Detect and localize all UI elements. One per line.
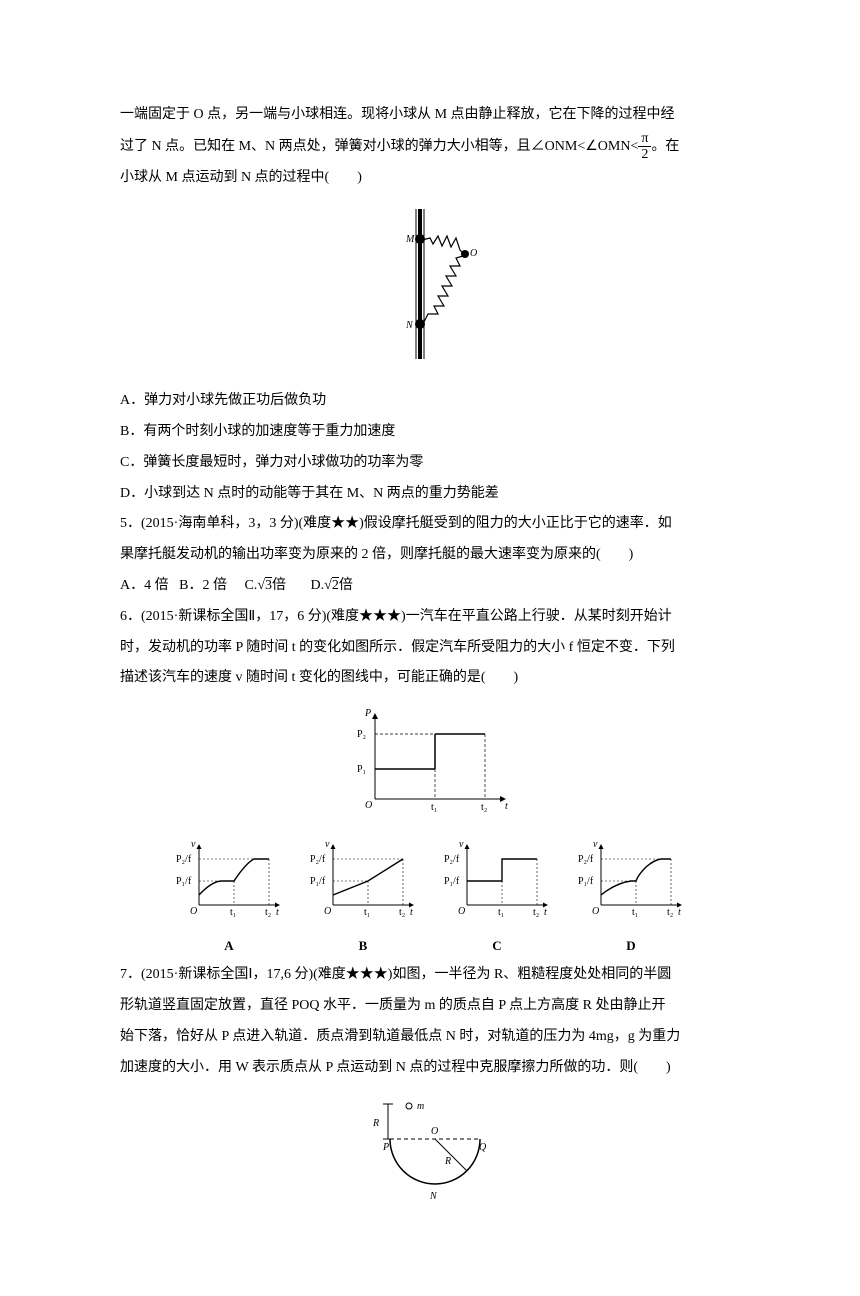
svg-text:P₁/f: P₁/f: [578, 876, 594, 887]
svg-text:P₁/f: P₁/f: [310, 876, 326, 887]
svg-text:O: O: [592, 906, 599, 917]
svg-text:O: O: [470, 248, 477, 259]
svg-text:P₂/f: P₂/f: [444, 854, 460, 865]
svg-text:R: R: [444, 1156, 451, 1167]
q7-stem-line3: 始下落，恰好从 P 点进入轨道．质点滑到轨道最低点 N 时，对轨道的压力为 4m…: [120, 1022, 740, 1053]
q4-option-a[interactable]: A．弹力对小球先做正功后做负功: [120, 386, 740, 417]
q5-stem-line1: 5．(2015·海南单科，3，3 分)(难度★★)假设摩托艇受到的阻力的大小正比…: [120, 509, 740, 540]
svg-text:v: v: [325, 839, 330, 850]
q6-stem-line1: 6．(2015·新课标全国Ⅱ，17，6 分)(难度★★★)一汽车在平直公路上行驶…: [120, 602, 740, 633]
q4-option-b[interactable]: B．有两个时刻小球的加速度等于重力加速度: [120, 417, 740, 448]
svg-text:t₂: t₂: [667, 907, 673, 917]
q6-stem-line2: 时，发动机的功率 P 随时间 t 的变化如图所示．假定汽车所受阻力的大小 f 恒…: [120, 633, 740, 664]
svg-text:t₂: t₂: [481, 802, 487, 813]
svg-text:O: O: [431, 1126, 438, 1137]
svg-text:t: t: [276, 907, 279, 917]
q5-option-c[interactable]: C.√3倍: [244, 577, 286, 593]
q5-option-d[interactable]: D.√2倍: [311, 577, 353, 593]
q6-chart-c[interactable]: v t O P₁/f P₂/f t₁ t₂ C: [442, 837, 552, 960]
svg-text:t₁: t₁: [632, 907, 638, 917]
svg-text:t: t: [678, 907, 681, 917]
q6-option-charts: v t O P₁/f P₂/f t₁ t₂ A v t O: [120, 837, 740, 960]
q6-stem-line3: 描述该汽车的速度 v 随时间 t 变化的图线中，可能正确的是( ): [120, 663, 740, 694]
svg-text:t₂: t₂: [265, 907, 271, 917]
q7-diagram: m R P O Q R N: [120, 1094, 740, 1227]
svg-text:P: P: [364, 708, 371, 719]
svg-text:t: t: [505, 801, 508, 812]
svg-text:t₂: t₂: [533, 907, 539, 917]
svg-text:v: v: [191, 839, 196, 850]
svg-text:t: t: [544, 907, 547, 917]
q5-stem-line2: 果摩托艇发动机的输出功率变为原来的 2 倍，则摩托艇的最大速率变为原来的( ): [120, 540, 740, 571]
q4-option-d[interactable]: D．小球到达 N 点时的动能等于其在 M、N 两点的重力势能差: [120, 479, 740, 510]
svg-text:P₁/f: P₁/f: [444, 876, 460, 887]
svg-text:P: P: [382, 1142, 389, 1153]
svg-text:O: O: [324, 906, 331, 917]
q4-stem-line3: 小球从 M 点运动到 N 点的过程中( ): [120, 163, 740, 194]
svg-text:R: R: [372, 1118, 379, 1129]
svg-text:t₁: t₁: [230, 907, 236, 917]
svg-text:m: m: [417, 1101, 424, 1112]
svg-text:N: N: [429, 1191, 438, 1202]
q6-chart-b[interactable]: v t O P₁/f P₂/f t₁ t₂ B: [308, 837, 418, 960]
q5-option-b[interactable]: B．2 倍: [179, 578, 227, 593]
svg-text:P₂/f: P₂/f: [176, 854, 192, 865]
svg-text:P₂/f: P₂/f: [578, 854, 594, 865]
svg-text:P₁/f: P₁/f: [176, 876, 192, 887]
svg-text:t₁: t₁: [431, 802, 437, 813]
q4-diagram: M N O: [120, 204, 740, 377]
q5-options: A．4 倍 B．2 倍 C.√3倍 D.√2倍: [120, 571, 740, 602]
q6-chart-a[interactable]: v t O P₁/f P₂/f t₁ t₂ A: [174, 837, 284, 960]
svg-text:O: O: [365, 800, 372, 811]
svg-text:t₂: t₂: [399, 907, 405, 917]
svg-text:N: N: [405, 320, 414, 331]
q5-option-a[interactable]: A．4 倍: [120, 578, 169, 593]
svg-text:M: M: [405, 234, 415, 245]
svg-text:t₁: t₁: [364, 907, 370, 917]
q4-option-c[interactable]: C．弹簧长度最短时，弹力对小球做功的功率为零: [120, 448, 740, 479]
q7-stem-line1: 7．(2015·新课标全国Ⅰ，17,6 分)(难度★★★)如图，一半径为 R、粗…: [120, 960, 740, 991]
svg-text:v: v: [459, 839, 464, 850]
svg-text:v: v: [593, 839, 598, 850]
svg-text:P₁: P₁: [357, 764, 366, 775]
q6-main-chart: P t O P₁ P₂ t₁ t₂: [120, 704, 740, 827]
svg-text:P₂: P₂: [357, 729, 366, 740]
svg-text:P₂/f: P₂/f: [310, 854, 326, 865]
q6-chart-d[interactable]: v t O P₁/f P₂/f t₁ t₂ D: [576, 837, 686, 960]
svg-text:O: O: [190, 906, 197, 917]
q4-stem-line2: 过了 N 点。已知在 M、N 两点处，弹簧对小球的弹力大小相等，且∠ONM<∠O…: [120, 131, 740, 163]
svg-text:t: t: [410, 907, 413, 917]
svg-text:t₁: t₁: [498, 907, 504, 917]
q7-stem-line4: 加速度的大小．用 W 表示质点从 P 点运动到 N 点的过程中克服摩擦力所做的功…: [120, 1053, 740, 1084]
svg-text:O: O: [458, 906, 465, 917]
q4-stem-line1: 一端固定于 O 点，另一端与小球相连。现将小球从 M 点由静止释放，它在下降的过…: [120, 100, 740, 131]
q7-stem-line2: 形轨道竖直固定放置，直径 POQ 水平．一质量为 m 的质点自 P 点上方高度 …: [120, 991, 740, 1022]
